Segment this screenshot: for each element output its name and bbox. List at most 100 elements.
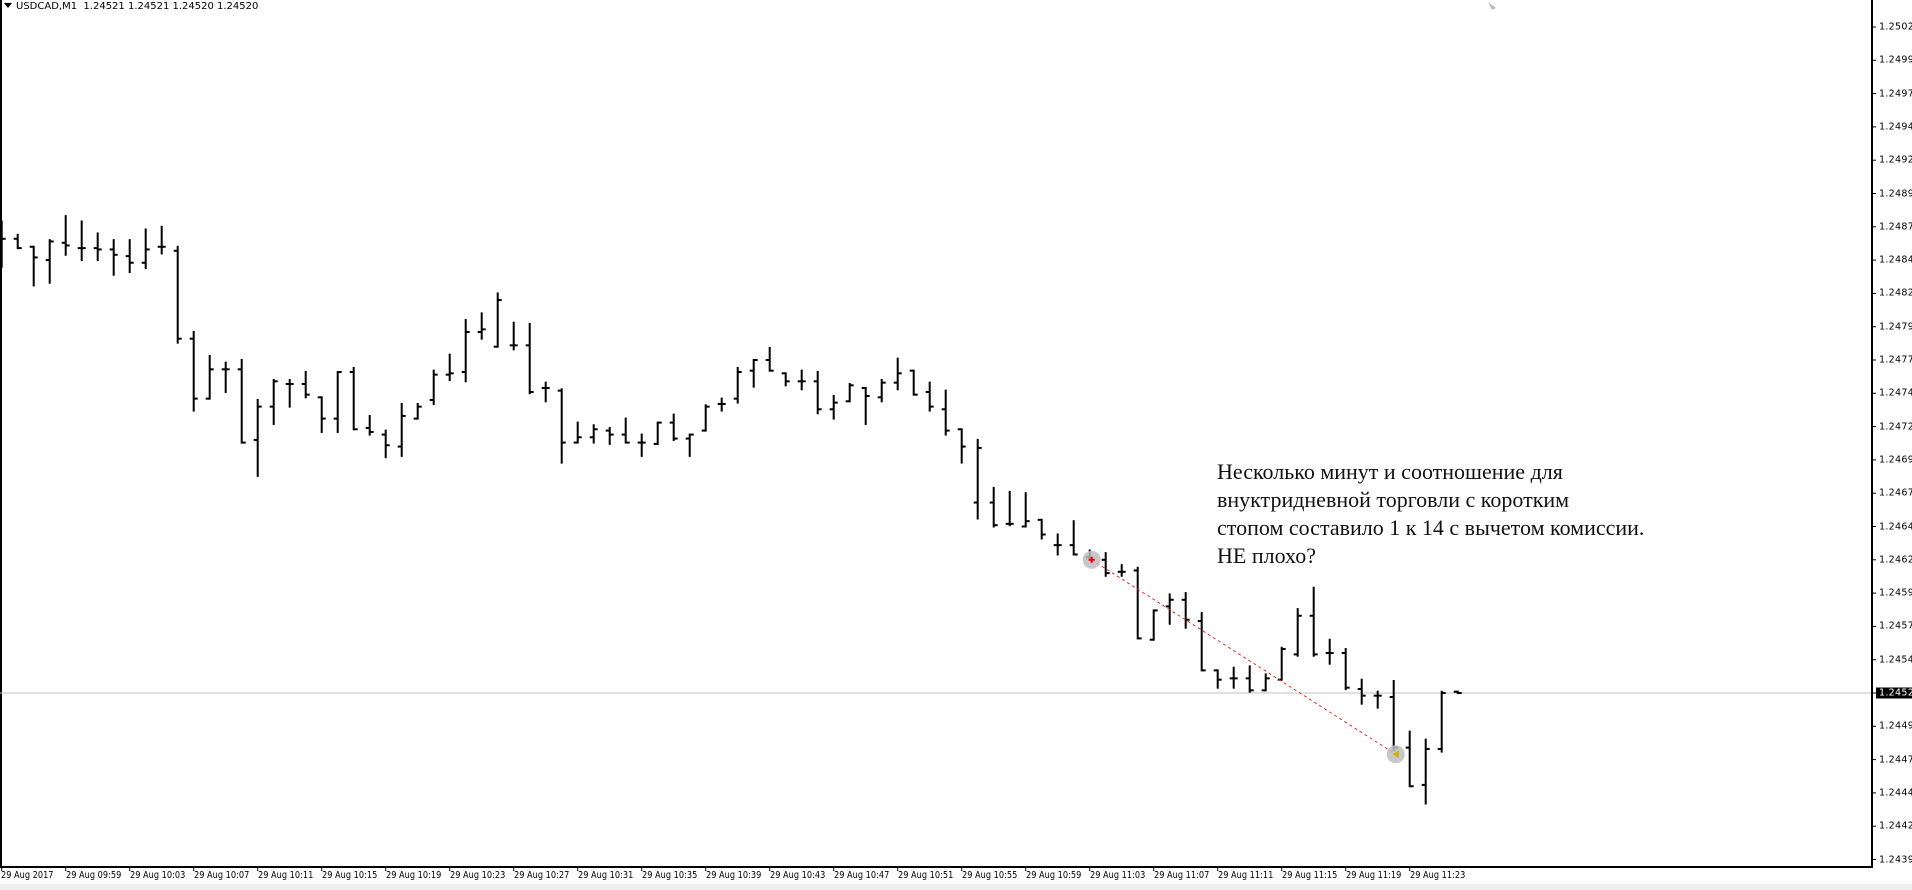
ohlc-bar	[637, 433, 646, 457]
ohlc-bar	[781, 372, 790, 387]
ohlc-bar	[1421, 738, 1430, 805]
time-label: 29 Aug 10:43	[769, 870, 825, 881]
ohlc-bar	[1277, 646, 1286, 681]
ohlc-bar	[221, 361, 230, 393]
ohlc-bar	[509, 321, 518, 351]
time-label: 29 Aug 10:55	[961, 870, 1017, 881]
ohlc-bar	[1213, 669, 1222, 689]
ohlc-bar	[1069, 520, 1078, 556]
ohlc-bar	[1101, 552, 1110, 577]
ohlc-bar	[205, 355, 214, 400]
ohlc-bar	[349, 366, 358, 431]
dropdown-triangle-icon[interactable]	[4, 3, 12, 8]
time-label: 29 Aug 10:15	[321, 870, 377, 881]
ohlc-bar	[653, 421, 662, 445]
ohlc-bar	[685, 433, 694, 457]
price-label: 1.24495	[1879, 720, 1912, 732]
ohlc-bar	[701, 404, 710, 432]
ohlc-bar	[621, 417, 630, 444]
ohlc-bar	[1117, 564, 1126, 577]
time-axis[interactable]	[0, 866, 1873, 868]
ohlc-bar	[1293, 608, 1302, 657]
chart-header: USDCAD,M1 1.24521 1.24521 1.24520 1.2452…	[4, 1, 258, 12]
time-label: 29 Aug 11:11	[1217, 870, 1273, 881]
ohlc-bar	[285, 378, 294, 408]
ohlc-bar	[269, 378, 278, 425]
time-label: 29 Aug 11:15	[1281, 870, 1337, 881]
price-label: 1.25020	[1879, 21, 1912, 33]
price-label: 1.24970	[1879, 88, 1912, 100]
ohlc-bar	[797, 369, 806, 391]
ohlc-bar	[125, 239, 134, 274]
ohlc-bar	[669, 413, 678, 441]
time-label: 29 Aug 11:03	[1089, 870, 1145, 881]
ohlc-bar	[845, 382, 854, 403]
ohlc-bar	[413, 402, 422, 420]
text-annotation[interactable]: Несколько минут и соотношение для внуктр…	[1217, 458, 1644, 570]
ohlc-bar	[1453, 690, 1462, 694]
ohlc-bar	[493, 292, 502, 348]
price-label: 1.24620	[1879, 554, 1912, 566]
ohlc-bar	[77, 220, 86, 262]
trade-line	[1091, 559, 1396, 755]
ohlc-bar	[1133, 566, 1142, 640]
ohlc-bar	[1309, 586, 1318, 657]
ohlc-bar	[861, 386, 870, 425]
ohlc-bar	[301, 370, 310, 399]
ohlc-bar	[589, 424, 598, 444]
time-label: 29 Aug 09:59	[65, 870, 121, 881]
ohlc-bar	[1021, 492, 1030, 528]
time-label: 29 Aug 10:07	[193, 870, 249, 881]
price-label: 1.24820	[1879, 287, 1912, 299]
ohlc-bar	[717, 397, 726, 412]
ohlc-bar	[925, 381, 934, 412]
time-label: 29 Aug 11:19	[1345, 870, 1401, 881]
ohlc-bar	[1389, 680, 1398, 752]
ohlc-bar	[1165, 593, 1174, 625]
price-label: 1.24745	[1879, 387, 1912, 399]
price-label: 1.24470	[1879, 754, 1912, 766]
ohlc-bar	[989, 486, 998, 528]
ohlc-bar	[365, 414, 374, 436]
ohlc-bar	[1325, 638, 1334, 665]
price-label: 1.24870	[1879, 221, 1912, 233]
price-label: 1.24720	[1879, 421, 1912, 433]
ohlc-bar	[765, 347, 774, 372]
price-axis[interactable]	[1871, 0, 1873, 868]
ohlc-bar	[1149, 609, 1158, 641]
time-label: 29 Aug 10:19	[385, 870, 441, 881]
ohlc-bar	[733, 366, 742, 404]
ohlc-bar	[1053, 533, 1062, 556]
ohlc-bar	[461, 319, 470, 383]
ohlc-readout: 1.24521 1.24521 1.24520 1.24520	[83, 1, 259, 12]
note-line: стопом составило 1 к 14 с вычетом комисс…	[1217, 515, 1645, 540]
ohlc-bar	[525, 323, 534, 395]
ohlc-bar	[0, 220, 6, 268]
price-label: 1.24420	[1879, 820, 1912, 832]
ohlc-bar	[109, 239, 118, 276]
ohlc-bar	[141, 228, 150, 270]
time-label: 29 Aug 10:47	[833, 870, 889, 881]
price-label: 1.24695	[1879, 454, 1912, 466]
time-label: 29 Aug 10:03	[129, 870, 185, 881]
ohlc-bar	[317, 396, 326, 433]
ohlc-bar	[13, 233, 22, 250]
ohlc-bar	[45, 239, 54, 284]
price-label: 1.24845	[1879, 254, 1912, 266]
price-label: 1.24995	[1879, 54, 1912, 66]
time-label: 29 Aug 10:23	[449, 870, 505, 881]
ohlc-bar	[157, 225, 166, 255]
ohlc-bar	[93, 232, 102, 262]
ohlc-bar	[1037, 518, 1046, 540]
chart-area[interactable]	[0, 0, 1871, 867]
ohlc-bar	[1341, 648, 1350, 691]
symbol-label: USDCAD,M1	[16, 1, 78, 12]
ohlc-bar	[429, 369, 438, 405]
price-label: 1.24445	[1879, 787, 1912, 799]
ohlc-bar	[1197, 612, 1206, 672]
ohlc-bar	[61, 215, 70, 256]
ohlc-bar	[1181, 592, 1190, 629]
exit-arrow-icon	[1392, 750, 1399, 759]
note-line: НЕ плохо?	[1217, 543, 1316, 568]
price-label: 1.24570	[1879, 620, 1912, 632]
